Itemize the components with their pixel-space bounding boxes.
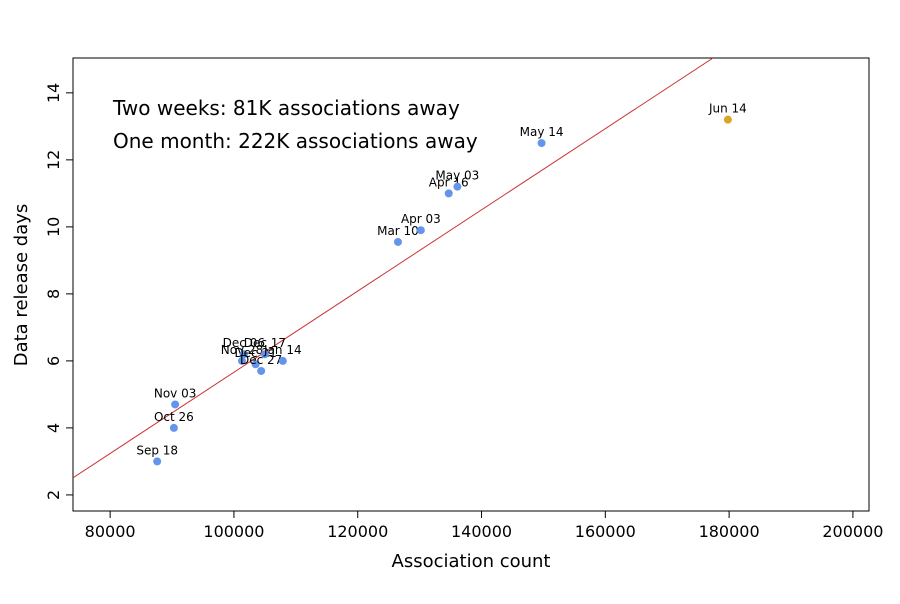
point [171, 400, 180, 409]
point [393, 237, 402, 246]
point-label: Dec 06 [223, 336, 265, 350]
y-tick-label: 10 [44, 217, 63, 237]
y-tick-label: 12 [44, 150, 63, 170]
plot-frame [72, 57, 870, 512]
point-label: May 03 [435, 169, 479, 183]
y-axis-label: Data release days [11, 204, 32, 367]
point-label: Apr 03 [401, 212, 441, 226]
x-tick-label: 180000 [699, 522, 760, 541]
point-label: Dec 27 [240, 353, 282, 367]
point [239, 350, 248, 359]
y-tick-label: 2 [44, 490, 63, 500]
y-tick-label: 8 [44, 289, 63, 299]
x-tick-label: 160000 [575, 522, 636, 541]
point [237, 356, 246, 365]
point [153, 457, 162, 466]
point [251, 360, 260, 369]
point-label: Jan 14 [263, 343, 302, 357]
x-tick-label: 80000 [85, 522, 136, 541]
x-axis-label: Association count [392, 551, 551, 572]
annotation: Two weeks: 81K associations away [112, 96, 460, 120]
point [257, 366, 266, 375]
point-label: Sep 18 [136, 443, 178, 457]
point [537, 139, 546, 148]
y-tick-label: 4 [44, 423, 63, 433]
x-tick-label: 120000 [327, 522, 388, 541]
annotation: One month: 222K associations away [113, 129, 478, 153]
point-label: Nov 28 [221, 343, 264, 357]
point-label: May 14 [520, 125, 564, 139]
point [260, 350, 269, 359]
point-label: Jun 14 [708, 102, 747, 116]
x-tick-label: 100000 [203, 522, 264, 541]
point [453, 182, 462, 191]
point [169, 423, 178, 432]
point-label: Nov 03 [154, 386, 197, 400]
point-label: Oct 26 [154, 410, 194, 424]
point [278, 356, 287, 365]
y-tick-label: 6 [44, 356, 63, 366]
point [723, 115, 732, 124]
point-label: Dec 17 [244, 336, 286, 350]
point-label: Mar 10 [377, 224, 419, 238]
y-tick-label: 14 [44, 83, 63, 103]
fit-line [73, 58, 714, 479]
x-tick-label: 140000 [451, 522, 512, 541]
point [416, 226, 425, 235]
point [444, 189, 453, 198]
x-tick-label: 200000 [822, 522, 883, 541]
